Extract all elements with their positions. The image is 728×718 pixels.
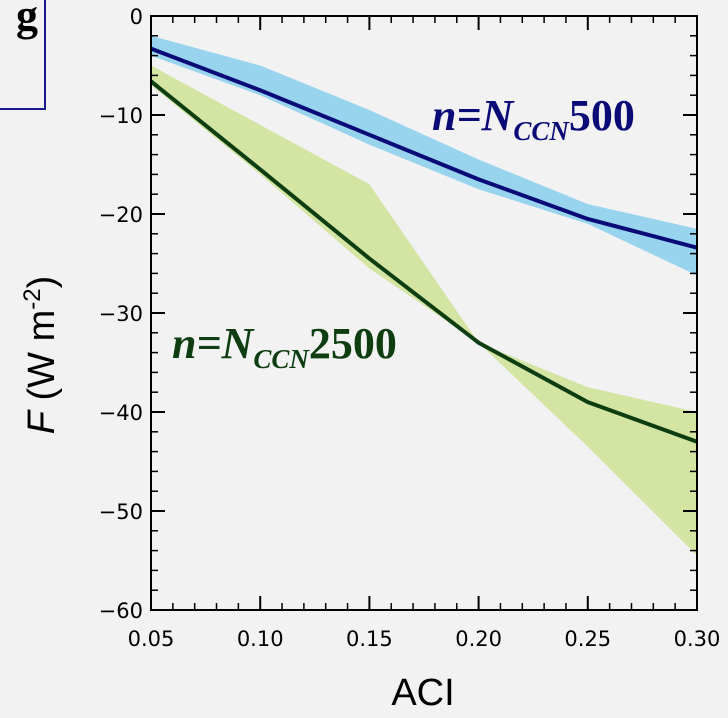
x-axis-title: ACI [391,672,454,714]
series-line-1 [150,46,698,250]
x-tick-label: 0.25 [564,627,611,651]
y-axis-ticks: 0 −10 −20 −30 −40 −50 −60 [99,5,697,623]
y-axis-title-close: ) [21,276,63,289]
y-tick-label: −40 [99,401,143,425]
legend-box-fragment: g [0,0,46,110]
y-axis-title-text: (W m [21,310,63,411]
legend-glyph: g [16,0,38,40]
x-axis-ticks: 0.05 0.10 0.15 0.20 0.25 0.30 [128,16,721,651]
y-tick-label: 0 [130,5,143,29]
x-tick-label: 0.30 [674,627,721,651]
y-tick-label: −10 [99,104,143,128]
series-labels: n=NCCN500 n=NCCN2500 [172,91,635,374]
y-axis-title: F (W m-2) [19,276,63,435]
x-tick-label: 0.10 [237,627,284,651]
x-tick-label: 0.20 [455,627,502,651]
x-tick-label: 0.05 [128,627,175,651]
series-lines [149,46,698,444]
y-tick-label: −20 [99,203,143,227]
series-label-1: n=NCCN500 [432,91,635,146]
series-line-2 [149,79,698,444]
x-tick-label: 0.15 [346,627,393,651]
y-tick-label: −30 [99,302,143,326]
y-tick-label: −60 [99,599,143,623]
uncertainty-band-2 [151,65,697,556]
y-axis-title-italic: F [21,409,63,434]
series-label-2: n=NCCN2500 [172,319,397,374]
y-tick-label: −50 [99,500,143,524]
y-axis-title-sup: -2 [19,288,46,309]
